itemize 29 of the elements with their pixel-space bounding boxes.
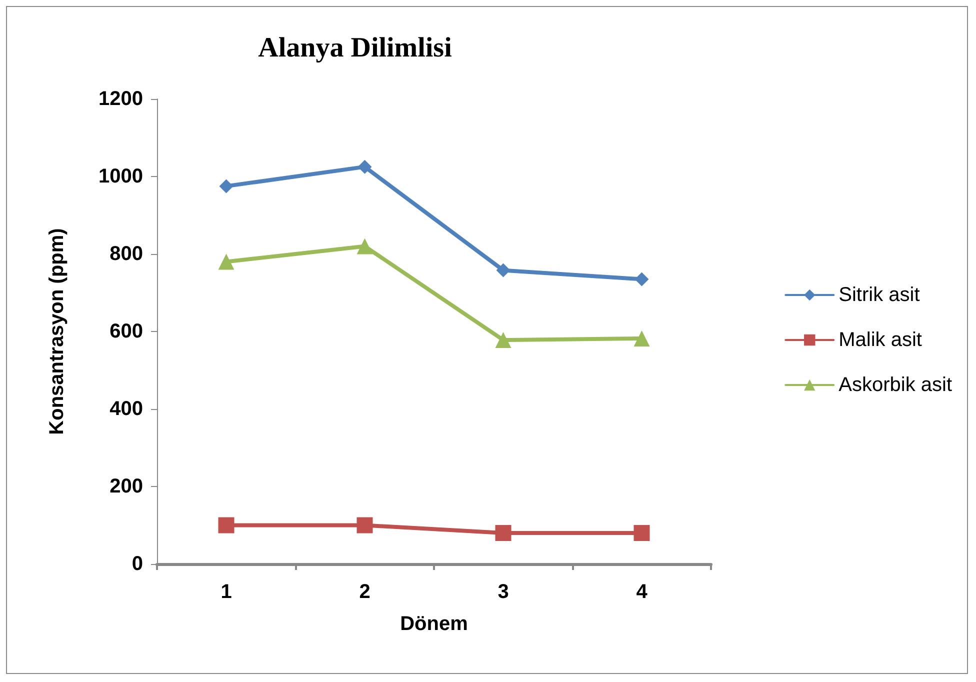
y-axis-title: Konsantrasyon (ppm) [46,228,68,435]
point [634,525,650,541]
point [495,332,512,348]
point [356,238,373,254]
y-tick-label: 1200 [98,88,143,110]
x-tick-label: 1 [220,581,232,603]
legend-label: Askorbik asit [838,374,952,396]
point [358,160,372,174]
y-tick-label: 600 [110,320,143,342]
y-tick-label: 1000 [98,166,143,188]
point [218,254,234,270]
y-tick-label: 400 [110,398,143,420]
x-axis-title: Dönem [400,613,468,635]
point [496,263,510,278]
x-tick-label: 2 [359,581,370,603]
legend-label: Malik asit [838,329,922,351]
y-tick-label: 200 [110,476,143,498]
y-tick-label: 0 [132,553,143,575]
point [218,517,234,534]
point [219,179,234,194]
x-tick-label: 3 [498,581,509,603]
point [495,525,512,541]
point [634,272,649,286]
x-tick-label: 4 [636,581,648,603]
point [356,517,373,534]
y-tick-label: 800 [110,243,143,265]
point [634,330,650,346]
chart-title: Alanya Dilimlisi [258,32,452,64]
legend-label: Sitrik asit [838,284,920,306]
